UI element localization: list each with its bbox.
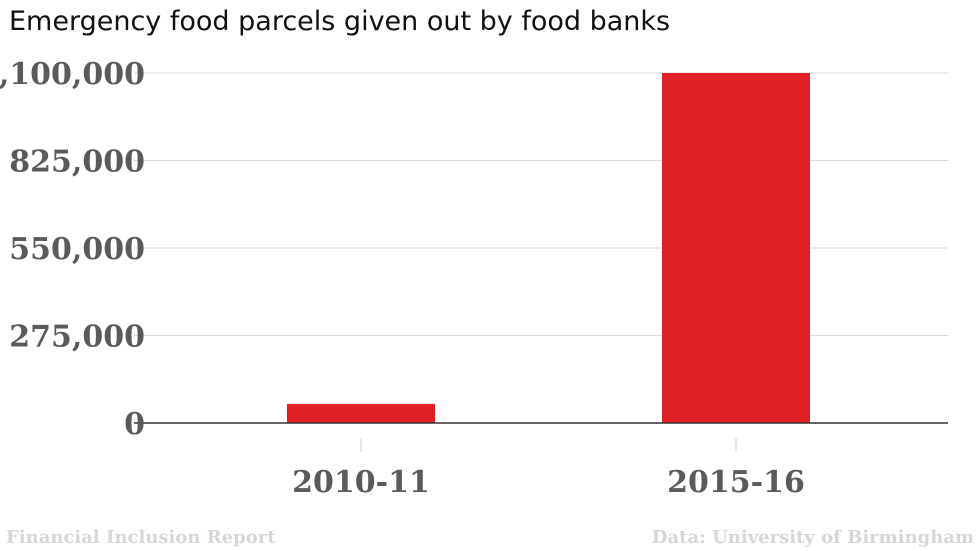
x-tick-label: 2015-16 <box>667 465 805 500</box>
source-report-label: Financial Inclusion Report <box>6 527 276 548</box>
label-layer: 0 275,000 550,000 825,000 1,100,000 2010-11 20… <box>0 57 805 500</box>
y-tick-label: 275,000 <box>9 320 145 355</box>
y-tick-label: 0 <box>124 407 145 442</box>
chart-title: Emergency food parcels given out by food… <box>9 6 671 37</box>
y-tick-label: 1,100,000 <box>0 57 145 92</box>
y-tick-label: 825,000 <box>9 145 145 180</box>
data-source-label: Data: University of Birmingham <box>651 527 974 548</box>
bar <box>662 73 810 423</box>
bar <box>287 403 435 423</box>
x-tick-label: 2010-11 <box>292 465 430 500</box>
y-tick-label: 550,000 <box>9 232 145 267</box>
bar-layer <box>287 73 810 423</box>
grid-layer <box>134 72 948 336</box>
axis-layer <box>134 422 948 452</box>
